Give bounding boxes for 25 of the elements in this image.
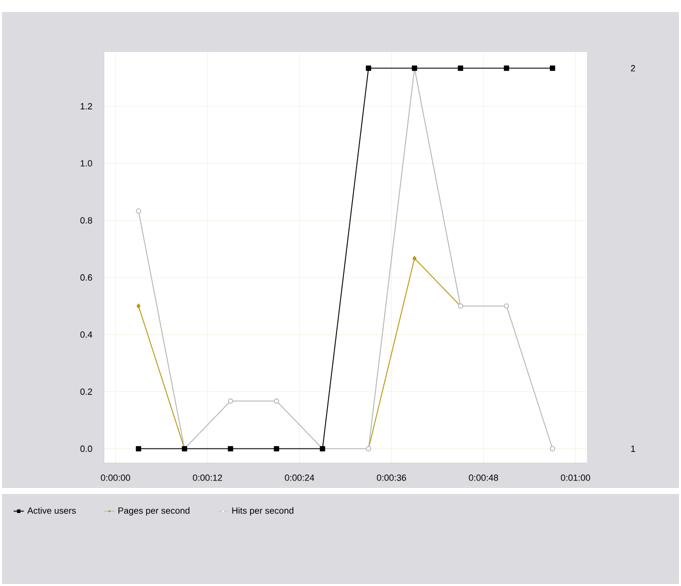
y-tick-label: 0.0 bbox=[80, 446, 92, 452]
y-tick-label: 1.0 bbox=[80, 160, 92, 166]
point bbox=[550, 446, 556, 452]
point bbox=[228, 398, 234, 404]
legend-label: Pages per second bbox=[118, 507, 190, 516]
y-tick-label: 1.2 bbox=[80, 103, 92, 110]
legend-label: Active users bbox=[27, 507, 76, 514]
x-tick-label: 0:00:00 bbox=[100, 474, 130, 481]
x-tick-label: 0:00:12 bbox=[192, 474, 222, 481]
x-tick-label: 0:00:24 bbox=[284, 474, 314, 481]
x-tick-label: 0:00:48 bbox=[468, 474, 498, 481]
y2-tick-label: 1 bbox=[631, 446, 636, 452]
point bbox=[504, 303, 510, 309]
legend-label: Hits per second bbox=[232, 507, 294, 516]
y-tick-label: 0.2 bbox=[80, 388, 92, 395]
y-tick-label: 0.6 bbox=[80, 274, 92, 281]
point bbox=[412, 256, 416, 261]
x-tick-label: 0:00:36 bbox=[376, 474, 406, 481]
y-tick-label: 0.8 bbox=[80, 217, 92, 224]
x-tick-label: 0:01:00 bbox=[560, 474, 590, 481]
point bbox=[136, 304, 140, 308]
y-tick-label: 0.4 bbox=[80, 331, 92, 338]
point bbox=[136, 208, 142, 214]
point bbox=[274, 398, 280, 404]
y2-tick-label: 2 bbox=[630, 65, 636, 72]
